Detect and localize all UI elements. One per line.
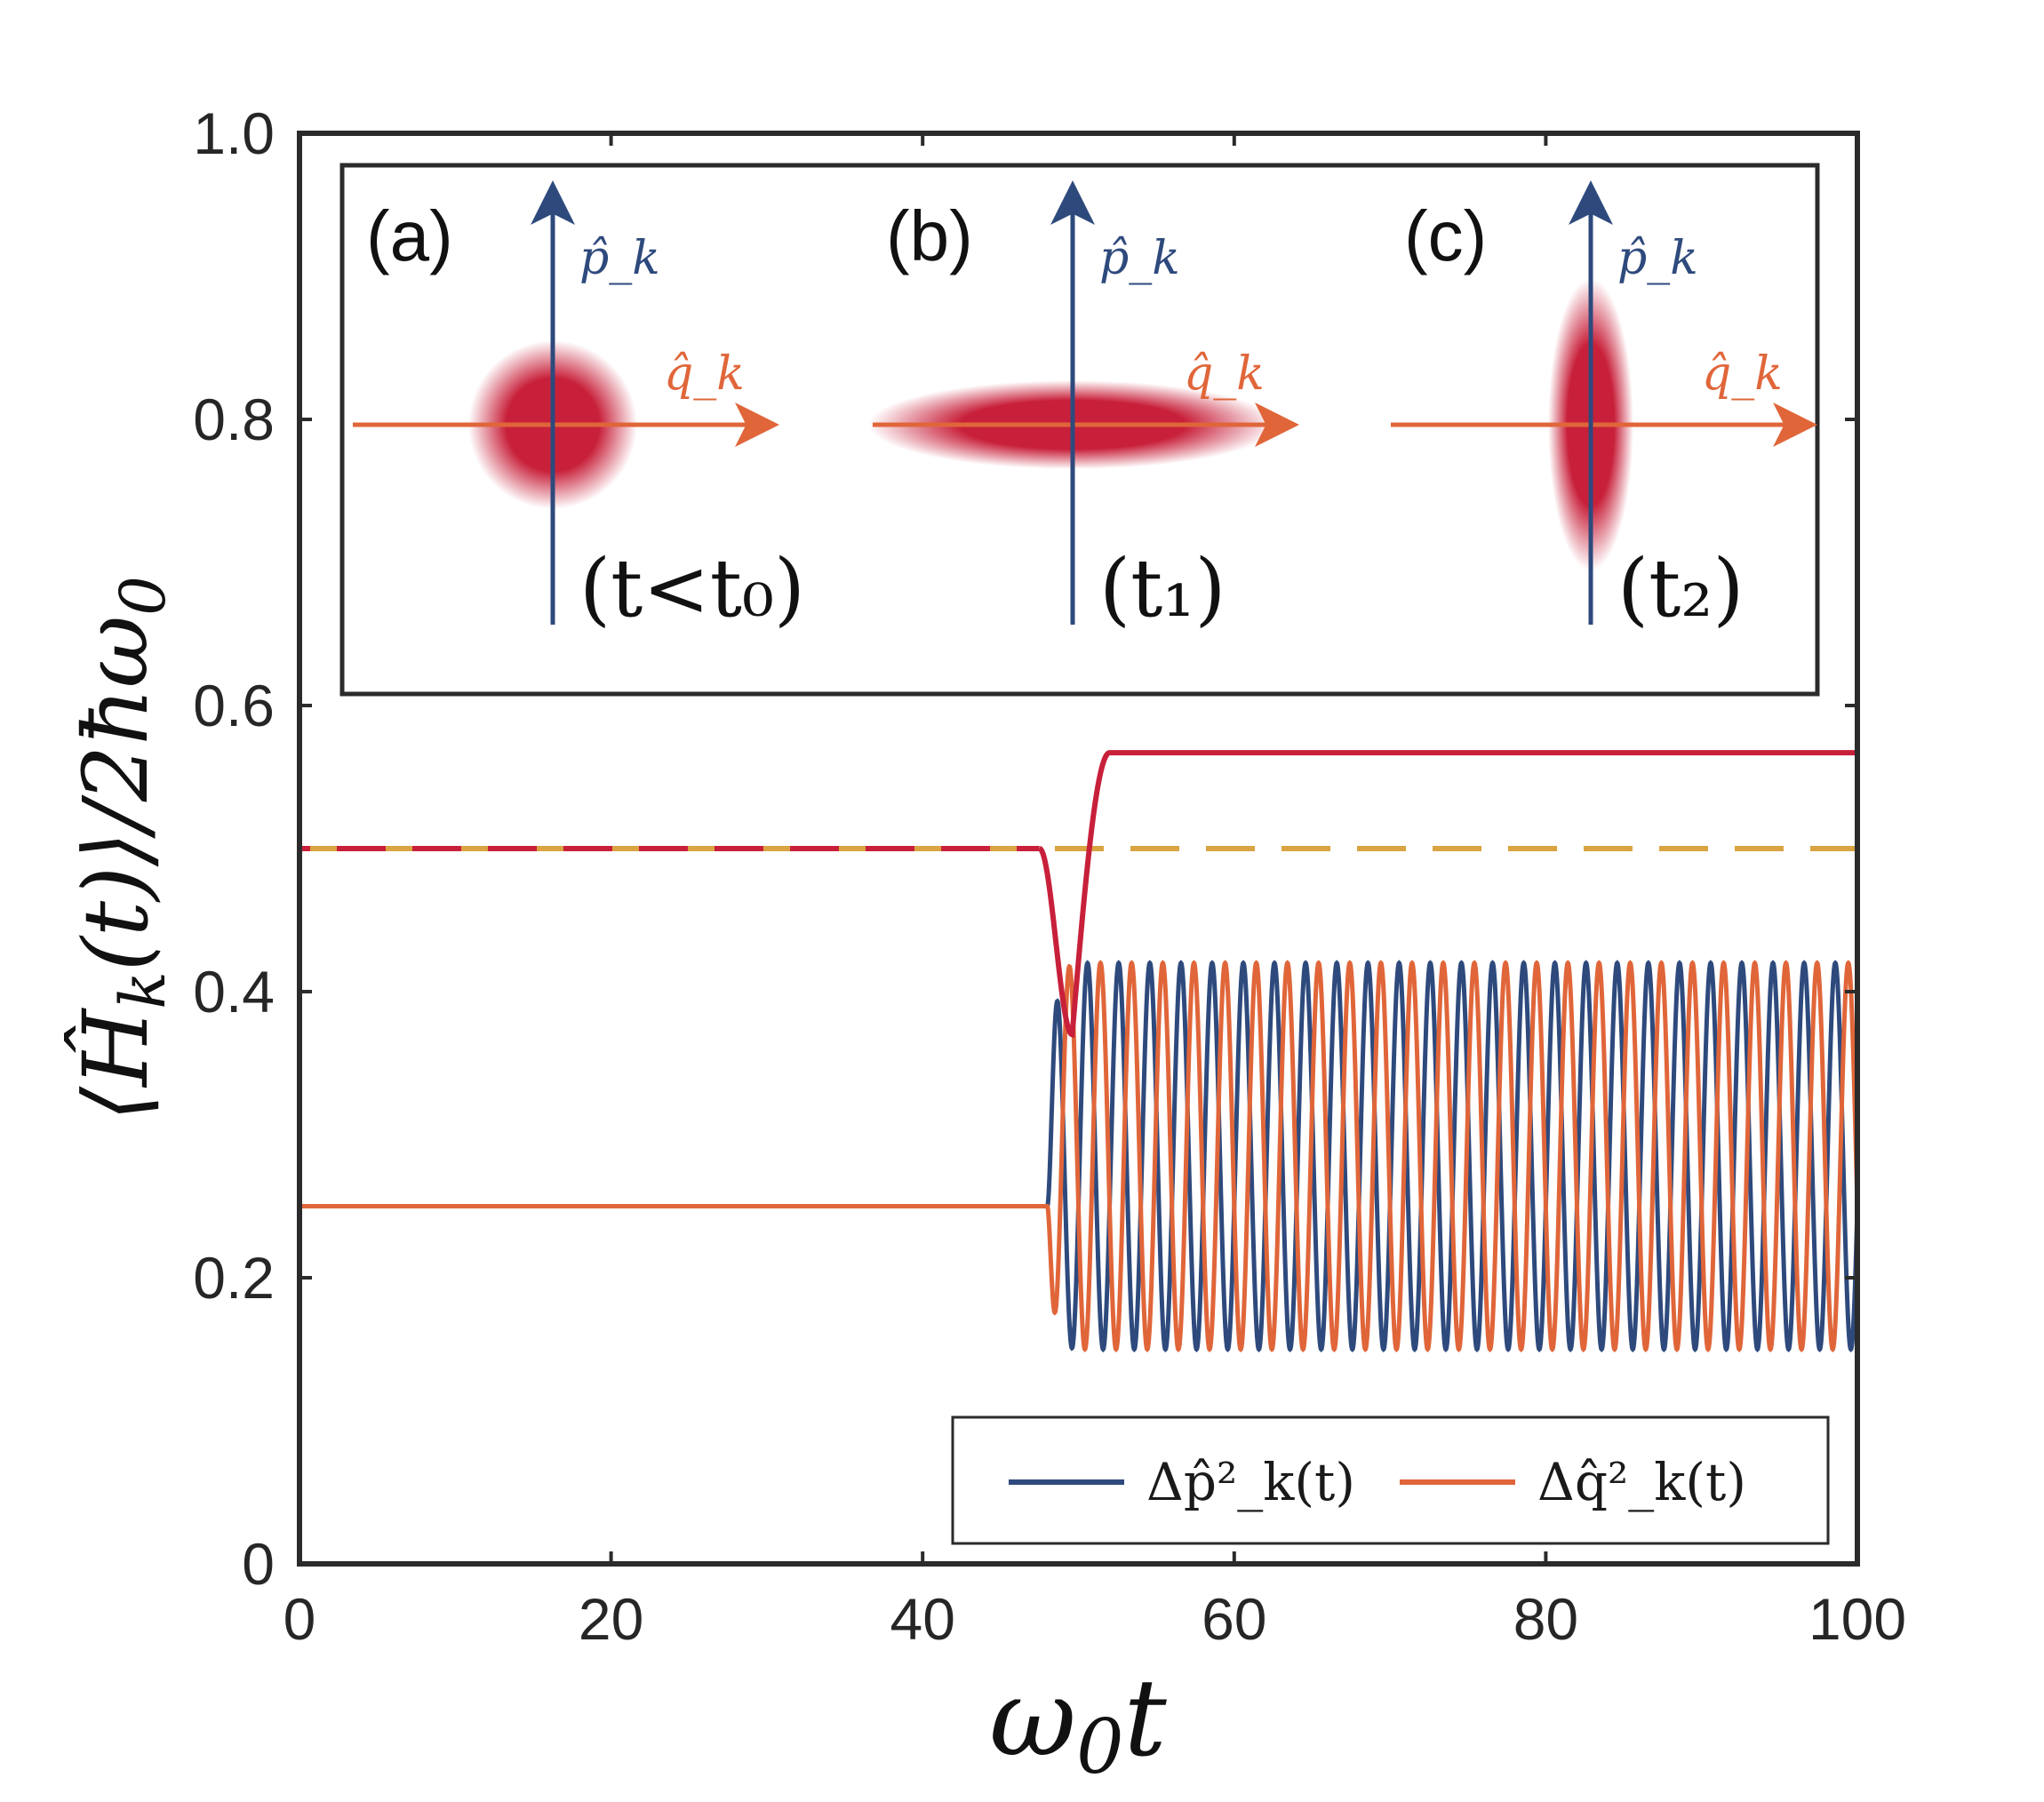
y-tick-label: 0.4 bbox=[193, 959, 275, 1025]
panel-time-label: (t₂) bbox=[1617, 542, 1744, 635]
y-tick-label: 1.0 bbox=[193, 100, 275, 166]
x-tick-label: 0 bbox=[283, 1586, 316, 1652]
q-axis-label: q̂_k bbox=[1184, 347, 1265, 401]
plot-frame bbox=[297, 131, 1860, 1567]
legend-label: Δq̂²_k(t) bbox=[1537, 1452, 1746, 1512]
p-axis-label: p̂_k bbox=[1099, 232, 1180, 285]
series-total-line bbox=[1038, 750, 1857, 1039]
legend-label: Δp̂²_k(t) bbox=[1146, 1452, 1355, 1512]
x-tick-label: 40 bbox=[890, 1586, 954, 1652]
y-tick-label: 0.2 bbox=[193, 1245, 275, 1311]
series-q-line bbox=[299, 960, 1860, 1353]
series-layer bbox=[299, 750, 1860, 1353]
panel-label: (a) bbox=[366, 196, 453, 275]
x-tick-label: 80 bbox=[1513, 1586, 1578, 1652]
inset-panel-3: (c) p̂_k q̂_k (t₂) bbox=[1391, 180, 1817, 635]
p-axis-label: p̂_k bbox=[1617, 232, 1698, 285]
x-axis-label: ω0t bbox=[989, 1657, 1167, 1790]
q-axis-label: q̂_k bbox=[1702, 347, 1783, 401]
y-axis-label: ⟨Ĥk(t)⟩/2ħω0 bbox=[64, 576, 180, 1121]
inset-panel-2: (b) p̂_k q̂_k (t₁) bbox=[868, 180, 1299, 635]
legend-layer: Δp̂²_k(t) Δq̂²_k(t) bbox=[1009, 1452, 1746, 1512]
inset-layer: (a) p̂_k q̂_k (t<t₀) (b) p̂_k q̂_k (t₁) (c) p̂_kq… bbox=[353, 180, 1817, 635]
x-tick-label: 60 bbox=[1202, 1586, 1266, 1652]
y-tick-label: 0.6 bbox=[193, 673, 275, 738]
panel-time-label: (t<t₀) bbox=[579, 542, 805, 635]
panel-label: (c) bbox=[1404, 196, 1487, 275]
panel-label: (b) bbox=[886, 196, 973, 275]
q-axis-label: q̂_k bbox=[664, 347, 745, 401]
inset-panel-1: (a) p̂_k q̂_k (t<t₀) bbox=[353, 180, 805, 635]
x-tick-label: 100 bbox=[1808, 1586, 1906, 1652]
x-tick-label: 20 bbox=[579, 1586, 643, 1652]
panel-time-label: (t₁) bbox=[1099, 542, 1226, 635]
tick-layer: 0 20 40 60 80 100 0 0.2 0.4 0.6 0.8 1.0 bbox=[193, 100, 1906, 1652]
y-tick-label: 0.8 bbox=[193, 387, 275, 452]
y-tick-label: 0 bbox=[242, 1531, 275, 1597]
p-axis-label: p̂_k bbox=[579, 232, 660, 285]
